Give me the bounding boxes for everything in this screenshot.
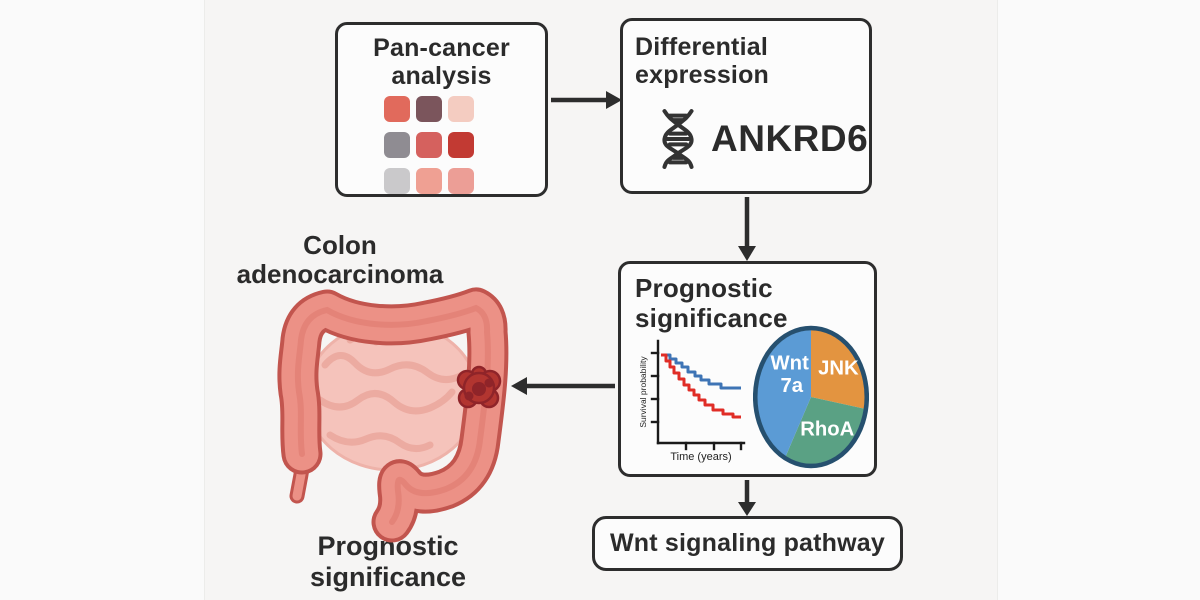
- survival-plot: Survival probability Time (years): [638, 339, 746, 463]
- dna-icon: [662, 109, 694, 169]
- figure-panel: [204, 0, 998, 600]
- wnt-pathway-label: Wnt signaling pathway: [609, 529, 886, 557]
- prognostic-significance-box: Prognostic significance Survival probabi…: [618, 261, 877, 477]
- pan-cancer-title-line2: analysis: [391, 62, 492, 90]
- pie-label-jnk: JNK: [818, 358, 859, 380]
- heatmap-cell: [416, 132, 442, 158]
- pathway-pie-chart: Wnt 7a JNK RhoA: [753, 325, 869, 469]
- heatmap-cell: [448, 168, 474, 194]
- colon-label-line2: adenocarcinoma: [236, 259, 444, 289]
- survival-curve-upper: [661, 353, 741, 390]
- prognostic-title-line1: Prognostic: [635, 273, 773, 303]
- pie-label-rhoa: RhoA: [800, 419, 854, 441]
- survival-curve-lower: [661, 353, 741, 419]
- differential-title-line1: Differential: [635, 33, 768, 61]
- gene-row: ANKRD6: [651, 103, 868, 175]
- wnt-pathway-box: Wnt signaling pathway: [592, 516, 903, 571]
- pie-slice-jnk: [811, 330, 865, 409]
- differential-title-line2: expression: [635, 61, 770, 89]
- prognostic-title-line2: significance: [635, 303, 788, 333]
- prognostic-title: Prognostic significance: [635, 273, 788, 333]
- differential-title: Differential expression: [635, 33, 769, 89]
- heatmap-cell: [448, 132, 474, 158]
- pan-cancer-heatmap-icon: [384, 96, 474, 194]
- pie-slice-wnt7a: [757, 330, 811, 457]
- pan-cancer-title: Pan-cancer analysis: [338, 34, 545, 90]
- colon-label-line1: Colon: [303, 230, 377, 260]
- heatmap-cell: [448, 96, 474, 122]
- heatmap-cell: [384, 96, 410, 122]
- heatmap-cell: [384, 132, 410, 158]
- colon-caption-line1: Prognostic: [317, 531, 459, 561]
- survival-plot-xlabel: Time (years): [670, 451, 731, 463]
- colon-caption-line2: significance: [309, 562, 467, 592]
- colon-adenocarcinoma-label: Colon adenocarcinoma: [215, 231, 465, 289]
- pan-cancer-box: Pan-cancer analysis: [335, 22, 548, 197]
- gene-label: ANKRD6: [711, 118, 869, 159]
- differential-expression-box: Differential expression ANKRD6: [620, 18, 872, 194]
- heatmap-cell: [416, 168, 442, 194]
- pie-slice-rhoa: [785, 397, 864, 464]
- heatmap-cell: [416, 96, 442, 122]
- heatmap-cell: [384, 168, 410, 194]
- pie-border: [753, 325, 869, 469]
- pan-cancer-title-line1: Pan-cancer: [373, 34, 510, 62]
- colon-caption: Prognostic significance: [268, 531, 508, 593]
- pie-label-wnt-line1: Wnt: [771, 353, 810, 375]
- survival-plot-ylabel: Survival probability: [638, 356, 648, 428]
- pie-label-wnt-line2: 7a: [780, 375, 803, 397]
